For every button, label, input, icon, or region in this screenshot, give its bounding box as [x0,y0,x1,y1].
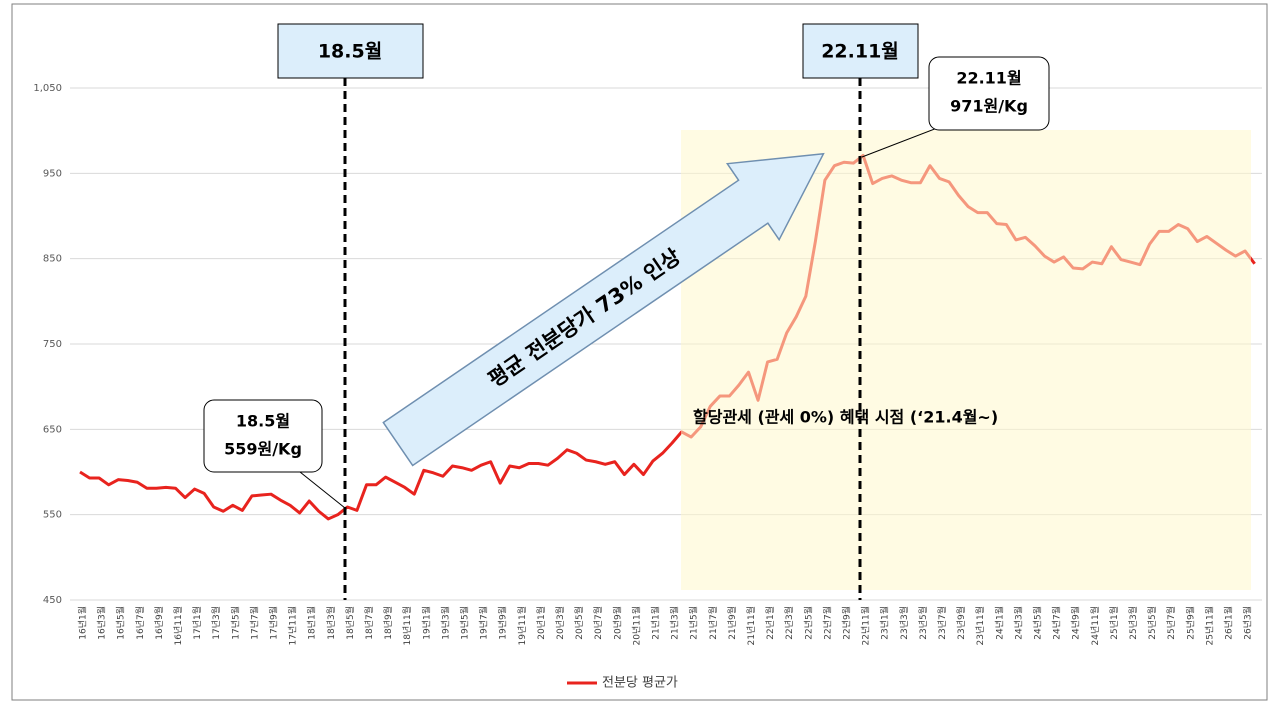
legend: 전분당 평균가 [567,676,678,691]
x-tick-label: 25년3월 [1127,606,1139,640]
x-tick-label: 19년1월 [420,606,432,640]
x-tick-label: 23년9월 [955,606,967,640]
x-tick-label: 22년11월 [860,606,872,645]
x-tick-label: 26년1월 [1223,606,1235,640]
callout-text: 559원/Kg [224,440,302,459]
x-tick-label: 16년3월 [96,606,108,640]
x-tick-label: 16년11월 [172,606,184,645]
x-tick-label: 25년9월 [1184,606,1196,640]
x-tick-label: 21년7월 [707,606,719,640]
x-tick-label: 24년7월 [1051,606,1063,640]
x-tick-label: 19년3월 [439,606,451,640]
y-tick-label: 1,050 [33,83,62,94]
y-tick-label: 550 [43,510,62,521]
x-tick-label: 24년11월 [1089,606,1101,645]
x-tick-label: 21년1월 [650,606,662,640]
x-tick-label: 18년7월 [363,606,375,640]
x-tick-label: 21년9월 [726,606,738,640]
x-tick-label: 17년3월 [210,606,222,640]
marker-box [802,23,919,79]
x-tick-label: 19년5월 [459,606,471,640]
marker-label: 18.5월 [318,41,382,63]
x-tick-label: 17년1월 [191,606,203,640]
x-tick-label: 26년3월 [1242,606,1254,640]
x-tick-label: 18년3월 [325,606,337,640]
x-tick-label: 23년7월 [936,606,948,640]
x-tick-label: 19년9월 [497,606,509,640]
x-tick-label: 17년7월 [248,606,260,640]
callout-text: 971원/Kg [950,97,1028,116]
y-tick-label: 450 [43,595,62,606]
x-tick-label: 23년11월 [974,606,986,645]
x-tick-label: 16년5월 [115,606,127,640]
grid: 450 550 650 750 850 950 1,050 16년1월 16년3월 16년5월 16… [33,83,1262,645]
x-tick-label: 16년7월 [134,606,146,640]
x-tick-label: 19년7월 [478,606,490,640]
x-tick-label: 21년3월 [669,606,681,640]
x-tick-label: 23년1월 [879,606,891,640]
x-tick-label: 20년5월 [573,606,585,640]
legend-label: 전분당 평균가 [602,676,678,691]
x-tick-label: 18년5월 [344,606,356,640]
x-tick-label: 16년1월 [77,606,89,640]
callout-leader [861,124,946,158]
marker-box [277,23,424,79]
x-tick-label: 18년11월 [401,606,413,645]
x-tick-label: 21년11월 [745,606,757,645]
x-tick-label: 22년5월 [802,606,814,640]
x-tick-label: 22년9월 [841,606,853,640]
callout-box [203,399,323,473]
x-tick-label: 24년9월 [1070,606,1082,640]
period-label: 할당관세 (관세 0%) 혜택 시점 (‘21.4월~) [693,408,998,427]
x-tick-label: 18년9월 [382,606,394,640]
x-tick-label: 20년9월 [611,606,623,640]
x-tick-label: 22년7월 [821,606,833,640]
x-tick-label: 25년5월 [1146,606,1158,640]
x-tick-label: 23년5월 [917,606,929,640]
x-tick-label: 18년1월 [306,606,318,640]
y-tick-label: 650 [43,424,62,435]
x-tick-label: 17년5월 [229,606,241,640]
x-tick-label: 24년5월 [1032,606,1044,640]
y-tick-label: 950 [43,168,62,179]
x-tick-label: 24년1월 [993,606,1005,640]
x-tick-label: 20년3월 [554,606,566,640]
arrow-shape [382,152,825,467]
x-tick-label: 19년11월 [516,606,528,645]
x-tick-label: 17년9월 [268,606,280,640]
x-tick-label: 22년3월 [783,606,795,640]
x-tick-label: 21년5월 [688,606,700,640]
x-tick-label: 20년1월 [535,606,547,640]
x-tick-label: 22년1월 [764,606,776,640]
x-tick-label: 16년9월 [153,606,165,640]
x-tick-label: 20년11월 [630,606,642,645]
x-tick-label: 24년3월 [1012,606,1024,640]
x-tick-label: 17년11월 [287,606,299,645]
y-tick-label: 850 [43,254,62,265]
x-tick-label: 23년3월 [898,606,910,640]
marker-label: 22.11월 [821,41,899,63]
callout-box [928,56,1050,131]
callout-text: 18.5월 [236,412,290,431]
y-tick-label: 750 [43,339,62,350]
callout-text: 22.11월 [956,69,1021,88]
x-tick-label: 25년1월 [1108,606,1120,640]
x-tick-label: 20년7월 [592,606,604,640]
callout-leader [299,471,346,509]
x-tick-label: 25년7월 [1165,606,1177,640]
x-tick-label: 25년11월 [1203,606,1215,645]
